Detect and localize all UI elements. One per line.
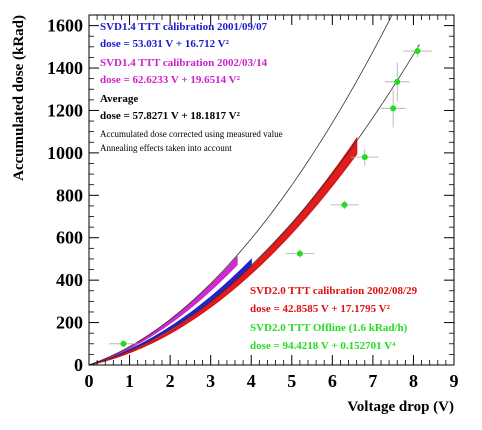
- y-tick-label: 1600: [47, 16, 83, 36]
- chart-labels: 0 1 2 3 4 5 6 7 8 9 0 200 400 600 800 1000 1200 1400 1600 V…: [11, 15, 459, 415]
- y-tick-label: 400: [56, 270, 83, 290]
- point-5: [394, 78, 401, 85]
- plot-frame: [88, 14, 455, 366]
- series-3-curve: [89, 15, 393, 365]
- y-tick-label: 800: [56, 185, 83, 205]
- point-0: [120, 340, 127, 347]
- point-4: [390, 105, 397, 112]
- chart-marks: [89, 15, 432, 365]
- point-6: [414, 48, 421, 55]
- annotation-1: dose = 53.031 V + 16.712 V²: [100, 38, 230, 50]
- y-tick-label: 1400: [47, 58, 83, 78]
- x-tick-label: 6: [328, 371, 337, 391]
- x-tick-label: 0: [85, 371, 94, 391]
- annotation-2: SVD1.4 TTT calibration 2002/03/14: [100, 57, 268, 69]
- y-tick-label: 0: [74, 355, 83, 375]
- annotation-11: dose = 94.4218 V + 0.152701 V⁴: [250, 340, 396, 352]
- x-tick-label: 3: [206, 371, 215, 391]
- x-tick-label: 8: [409, 371, 418, 391]
- annotation-5: dose = 57.8271 V + 18.1817 V²: [100, 110, 241, 122]
- annotation-10: SVD2.0 TTT Offline (1.6 kRad/h): [250, 322, 408, 334]
- x-axis-label: Voltage drop (V): [347, 399, 454, 415]
- x-tick-label: 7: [368, 371, 377, 391]
- plot-area: [89, 15, 432, 365]
- point-1: [296, 250, 303, 257]
- chart-axes: [88, 14, 455, 366]
- x-tick-label: 9: [450, 371, 459, 391]
- y-tick-label: 200: [56, 313, 83, 333]
- annotation-9: dose = 42.8585 V + 17.1795 V²: [250, 303, 391, 315]
- point-2: [341, 201, 348, 208]
- point-3: [361, 154, 368, 161]
- series-2-band: [89, 136, 358, 365]
- x-tick-label: 5: [287, 371, 296, 391]
- annotation-6: Accumulated dose corrected using measure…: [100, 129, 283, 139]
- x-tick-label: 2: [166, 371, 175, 391]
- annotation-4: Average: [100, 93, 138, 105]
- x-tick-label: 4: [247, 371, 256, 391]
- y-tick-label: 1200: [47, 100, 83, 120]
- series-1-band: [89, 255, 238, 365]
- series-4-curve: [89, 44, 420, 365]
- y-axis-label: Accumulated dose (kRad): [11, 15, 27, 181]
- y-tick-label: 1000: [47, 143, 83, 163]
- annotation-3: dose = 62.6233 V + 19.6514 V²: [100, 74, 241, 86]
- annotation-8: SVD2.0 TTT calibration 2002/08/29: [250, 285, 418, 297]
- annotation-0: SVD1.4 TTT calibration 2001/09/07: [100, 21, 268, 33]
- x-tick-label: 1: [125, 371, 134, 391]
- annotation-7: Annealing effects taken into account: [100, 143, 232, 153]
- y-tick-label: 600: [56, 228, 83, 248]
